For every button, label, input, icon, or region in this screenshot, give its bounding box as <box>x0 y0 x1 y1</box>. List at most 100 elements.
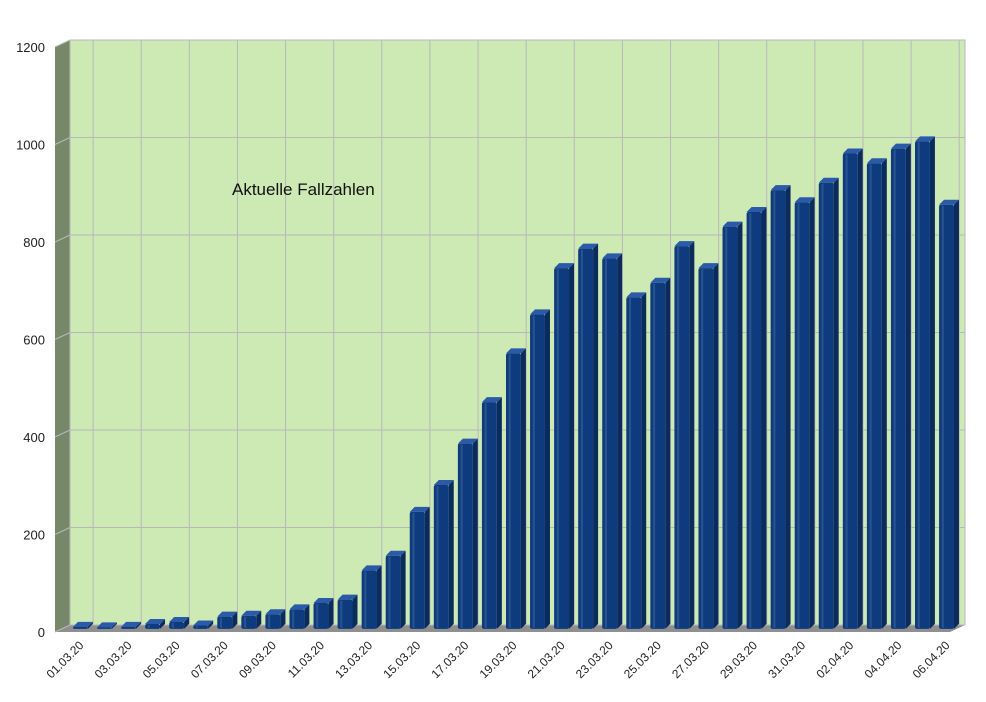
bar-front <box>337 599 353 629</box>
bar <box>626 292 647 629</box>
bar-top <box>842 148 863 154</box>
bar-front <box>722 226 738 629</box>
bar-front <box>770 190 786 629</box>
bar <box>842 148 863 629</box>
bar-highlight <box>604 259 608 628</box>
bar-highlight <box>653 283 656 628</box>
bar-highlight <box>869 164 872 628</box>
bar-top <box>385 550 406 556</box>
bar-side <box>520 348 526 629</box>
bar-front <box>939 204 954 629</box>
x-tick-label: 09.03.20 <box>236 638 279 681</box>
bar <box>121 621 141 629</box>
bar-highlight <box>412 512 415 628</box>
bar <box>866 158 887 629</box>
x-tick-label: 25.03.20 <box>621 638 664 681</box>
bar-top <box>505 348 526 354</box>
x-tick-label: 01.03.20 <box>44 638 87 681</box>
bar <box>746 207 767 629</box>
bar-front <box>385 555 401 629</box>
bar-top <box>409 506 430 512</box>
bar-top <box>457 438 478 444</box>
bar-side <box>569 263 575 629</box>
bar <box>794 197 815 629</box>
bar-side <box>280 609 286 629</box>
bar <box>890 143 911 629</box>
bar-highlight <box>268 615 271 628</box>
x-tick-label: 19.03.20 <box>477 638 520 681</box>
bar-highlight <box>797 203 800 628</box>
bar-side <box>400 550 406 629</box>
bar-front <box>409 511 425 629</box>
bar-top <box>241 610 262 616</box>
bar-top <box>530 309 550 315</box>
bar-top <box>602 253 623 259</box>
bar <box>433 480 454 629</box>
bar <box>313 598 334 629</box>
gridline-wall <box>54 624 71 633</box>
bar-front <box>193 625 209 629</box>
bar-highlight <box>941 205 944 628</box>
bar-highlight <box>147 624 150 628</box>
bar-side <box>544 309 550 629</box>
bar-side <box>881 158 887 629</box>
bar-front <box>121 626 136 629</box>
x-tick-label: 31.03.20 <box>765 638 808 681</box>
bar-front <box>505 353 521 629</box>
bar-highlight <box>436 486 439 628</box>
bar-side <box>713 263 719 629</box>
y-tick-label: 200 <box>23 528 45 543</box>
y-tick-label: 400 <box>23 430 45 445</box>
bar-front <box>626 297 642 629</box>
bar-side <box>111 622 117 629</box>
gridline-wall <box>54 234 71 243</box>
bar-top <box>890 143 911 149</box>
bar <box>193 620 214 629</box>
bar-side <box>953 199 959 629</box>
bar <box>554 263 575 629</box>
y-axis: 0 200 400 600 800 1000 1200 <box>16 40 45 640</box>
bar-side <box>160 618 166 629</box>
bar-highlight <box>556 269 559 628</box>
bar-highlight <box>628 298 632 628</box>
x-tick-label: 02.04.20 <box>813 638 856 681</box>
bar-highlight <box>701 269 704 628</box>
bar-side <box>472 438 478 629</box>
x-tick-label: 17.03.20 <box>429 638 472 681</box>
bar-side <box>448 480 454 629</box>
bar-front <box>794 202 810 629</box>
bar <box>818 177 839 629</box>
bar <box>698 263 719 629</box>
bar-side <box>833 177 839 629</box>
bar-top <box>915 136 935 142</box>
bar-top <box>554 263 575 269</box>
bar-highlight <box>244 616 247 628</box>
bar <box>169 617 190 629</box>
bar-top <box>193 620 214 626</box>
bar-side <box>135 621 141 629</box>
bar-highlight <box>580 249 583 628</box>
bar <box>674 241 695 629</box>
bar <box>915 136 935 629</box>
gridline-wall <box>54 137 71 145</box>
bar-front <box>289 609 305 629</box>
bar-highlight <box>508 354 511 628</box>
bar-side <box>208 620 214 629</box>
bar-highlight <box>893 149 896 628</box>
bar <box>602 253 623 629</box>
x-tick-label: 04.04.20 <box>862 638 905 681</box>
y-tick-label: 0 <box>38 625 45 640</box>
bar-front <box>481 402 497 629</box>
bar <box>265 609 286 629</box>
bar-top <box>722 221 743 227</box>
bar-top <box>433 480 454 486</box>
bar-side <box>304 604 310 629</box>
bar-front <box>313 603 329 629</box>
bar <box>578 243 599 629</box>
bar-front <box>866 163 882 629</box>
bar-front <box>265 614 281 629</box>
bar-top <box>770 185 791 191</box>
bar <box>770 185 791 629</box>
bars <box>72 136 959 629</box>
